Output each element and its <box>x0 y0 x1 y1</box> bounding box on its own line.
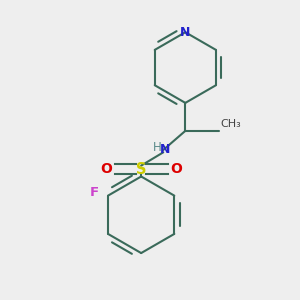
Text: H: H <box>152 141 161 154</box>
Text: N: N <box>180 26 190 39</box>
Text: CH₃: CH₃ <box>221 119 242 129</box>
Text: O: O <box>171 162 182 176</box>
Text: O: O <box>100 162 112 176</box>
Text: F: F <box>90 186 99 199</box>
Text: S: S <box>136 162 146 177</box>
Text: N: N <box>160 143 170 156</box>
